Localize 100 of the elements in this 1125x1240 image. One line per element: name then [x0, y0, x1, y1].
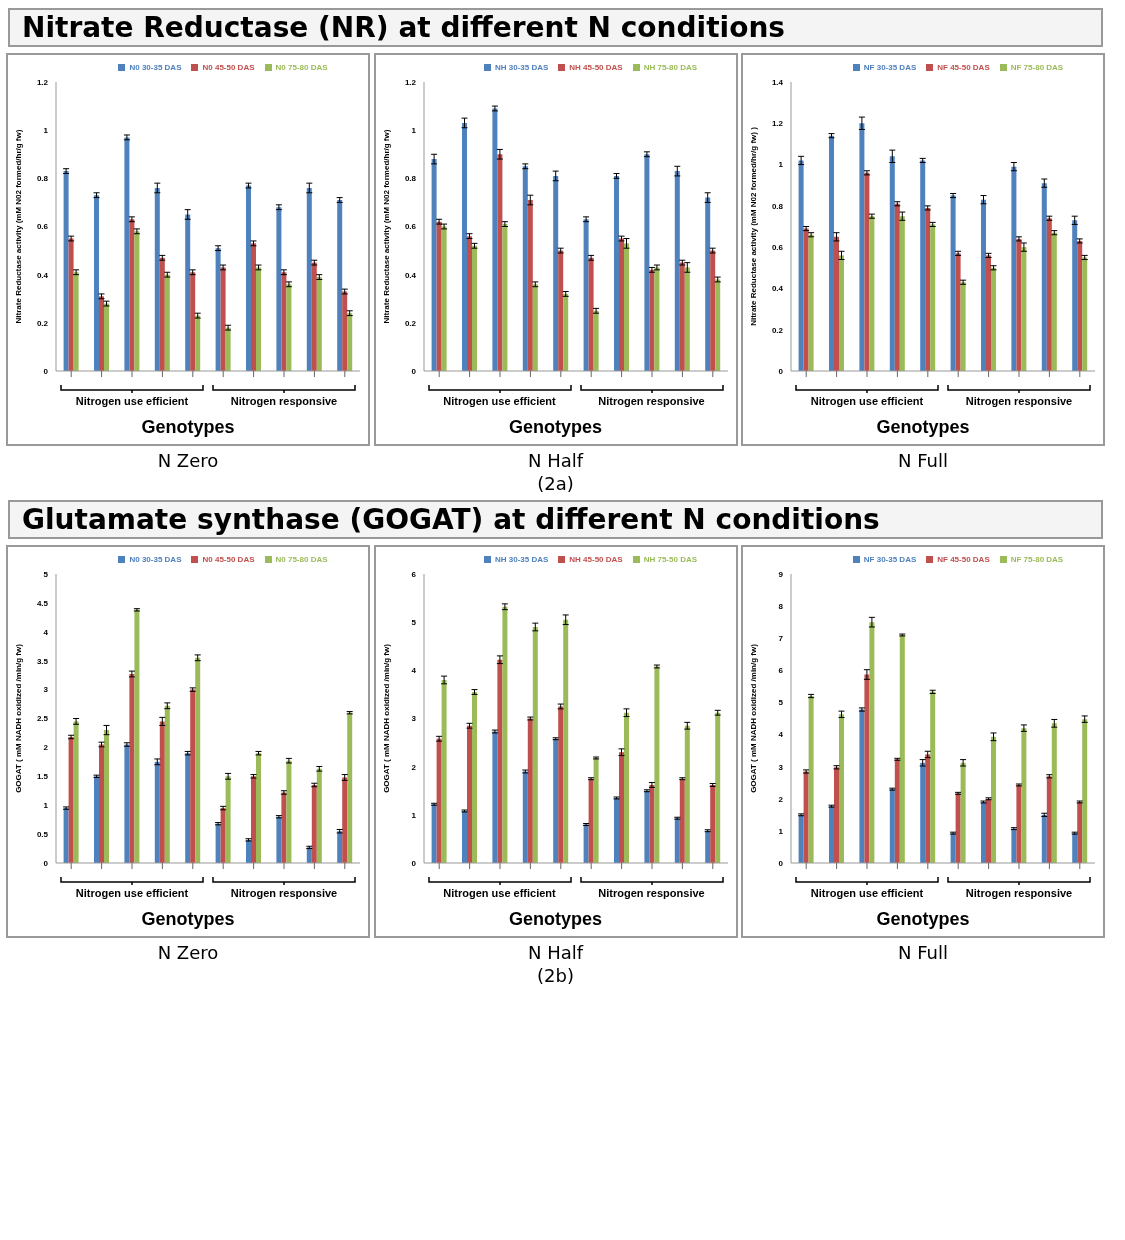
bar	[1046, 776, 1052, 863]
y-tick-label: 0	[778, 858, 784, 868]
y-tick-label: 6	[411, 569, 417, 579]
bar	[134, 609, 140, 863]
bar	[557, 706, 563, 863]
text: Nitrogen use efficient	[442, 395, 557, 407]
bar	[159, 721, 165, 863]
y-tick-label: 0.5	[36, 829, 49, 839]
y-tick-label: 0	[778, 366, 784, 376]
bar	[185, 753, 191, 863]
bar	[215, 248, 221, 371]
bar	[864, 172, 870, 371]
bar	[859, 709, 865, 863]
bar	[337, 200, 343, 371]
y-axis-title: GOGAT ( mM NADH oxidized /min/g fw)	[748, 643, 758, 793]
bar	[461, 122, 467, 371]
text: Nitrogen use efficient	[809, 395, 925, 407]
bar	[955, 253, 961, 371]
bar	[714, 279, 720, 371]
bar	[709, 250, 715, 371]
bar	[593, 758, 599, 863]
bar	[441, 226, 447, 371]
legend-label: NF 30-35 DAS	[863, 63, 917, 72]
bar	[869, 622, 875, 863]
bar	[347, 313, 353, 371]
bar	[1016, 784, 1022, 863]
y-axis-title: Nitrate Reductase activity (mM N02 formed/hr/g fw) )	[748, 126, 758, 326]
bar	[251, 243, 256, 371]
y-tick-label: 1	[43, 126, 49, 136]
bar	[471, 245, 477, 371]
bar	[562, 619, 568, 863]
bar	[1011, 828, 1017, 863]
bar	[185, 214, 191, 371]
bar	[981, 199, 986, 371]
bar	[134, 231, 140, 371]
bar	[316, 768, 322, 863]
y-tick-label: 5	[778, 698, 784, 708]
bar	[159, 257, 165, 371]
bar	[648, 269, 654, 371]
y-tick-label: 1	[43, 801, 49, 811]
legend-label: NH 75-50 DAS	[643, 555, 698, 564]
bar	[316, 277, 322, 371]
y-tick-label: 2.5	[36, 714, 49, 724]
legend-label: NF 75-80 DAS	[1010, 63, 1064, 72]
bar	[583, 219, 589, 371]
bar	[925, 207, 931, 371]
y-tick-label: 0.2	[404, 318, 417, 328]
bar	[930, 224, 936, 371]
text: Nitrogen responsive	[229, 395, 339, 407]
bar	[68, 238, 74, 371]
y-tick-label: 0	[411, 858, 417, 868]
y-tick-label: 1	[778, 826, 784, 836]
bar	[1051, 232, 1057, 371]
y-tick-label: 4	[43, 627, 49, 637]
legend-label: NH 30-35 DAS	[494, 555, 549, 564]
bar	[593, 310, 599, 371]
x-axis-title: Genotypes	[875, 416, 971, 439]
bar	[803, 771, 809, 863]
y-tick-label: 9	[778, 569, 784, 579]
bar	[960, 762, 966, 863]
bar	[94, 195, 99, 371]
bar	[899, 216, 905, 371]
legend-label: NH 30-35 DAS	[494, 63, 549, 72]
bar	[306, 187, 312, 371]
bar	[281, 272, 287, 371]
y-tick-label: 0.4	[404, 270, 417, 280]
bar	[491, 731, 497, 863]
bar	[803, 228, 809, 371]
bar	[431, 804, 437, 863]
bar	[834, 236, 839, 371]
bar	[342, 777, 348, 863]
bar	[552, 738, 558, 863]
text: Glutamate synthase (GOGAT) at different N conditions	[8, 500, 1103, 539]
y-tick-label: 4	[411, 666, 417, 676]
bar	[501, 606, 507, 863]
bar	[1077, 801, 1083, 863]
bar	[864, 674, 870, 863]
bar	[557, 250, 563, 371]
bar	[714, 712, 720, 863]
y-tick-label: 0.8	[771, 201, 784, 211]
bar	[246, 185, 251, 371]
bar	[679, 778, 685, 863]
bar	[653, 267, 659, 371]
bar	[286, 760, 292, 863]
bar	[920, 160, 926, 371]
y-tick-label: 0.6	[404, 222, 417, 232]
bar	[920, 762, 926, 863]
legend-label: N0 30-35 DAS	[129, 63, 182, 72]
bar	[618, 238, 624, 371]
y-tick-label: 1.2	[36, 77, 49, 87]
bar	[839, 255, 844, 371]
bar	[653, 666, 659, 863]
bar	[808, 696, 814, 863]
bar	[583, 824, 589, 863]
bar	[129, 219, 135, 371]
bar	[613, 175, 619, 371]
bar	[436, 738, 442, 863]
bar	[215, 823, 221, 863]
y-tick-label: 3	[43, 685, 49, 695]
y-tick-label: 1	[778, 160, 784, 170]
